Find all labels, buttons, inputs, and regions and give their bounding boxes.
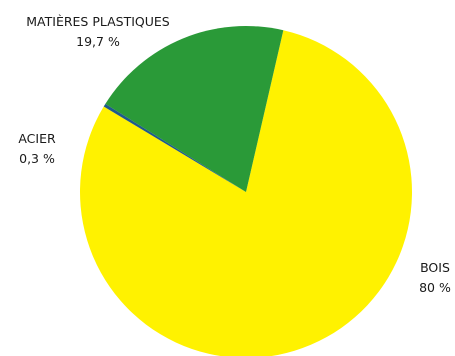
slice-label-category-acier: ACIER [18, 131, 56, 146]
slice-label-value-bois: 80 % [419, 280, 451, 295]
pie-slice-mati-res-plastiques [105, 25, 284, 193]
pie-slices [80, 25, 412, 356]
pie-slice-acier [103, 103, 247, 192]
pie-slice-bois [80, 30, 412, 356]
slice-label-value-plastiques: 19,7 % [76, 34, 120, 49]
slice-label-value-acier: 0,3 % [19, 151, 55, 166]
slice-label-category-plastiques: MATIÈRES PLASTIQUES [26, 14, 170, 29]
slice-label-category-bois: BOIS [420, 260, 450, 275]
